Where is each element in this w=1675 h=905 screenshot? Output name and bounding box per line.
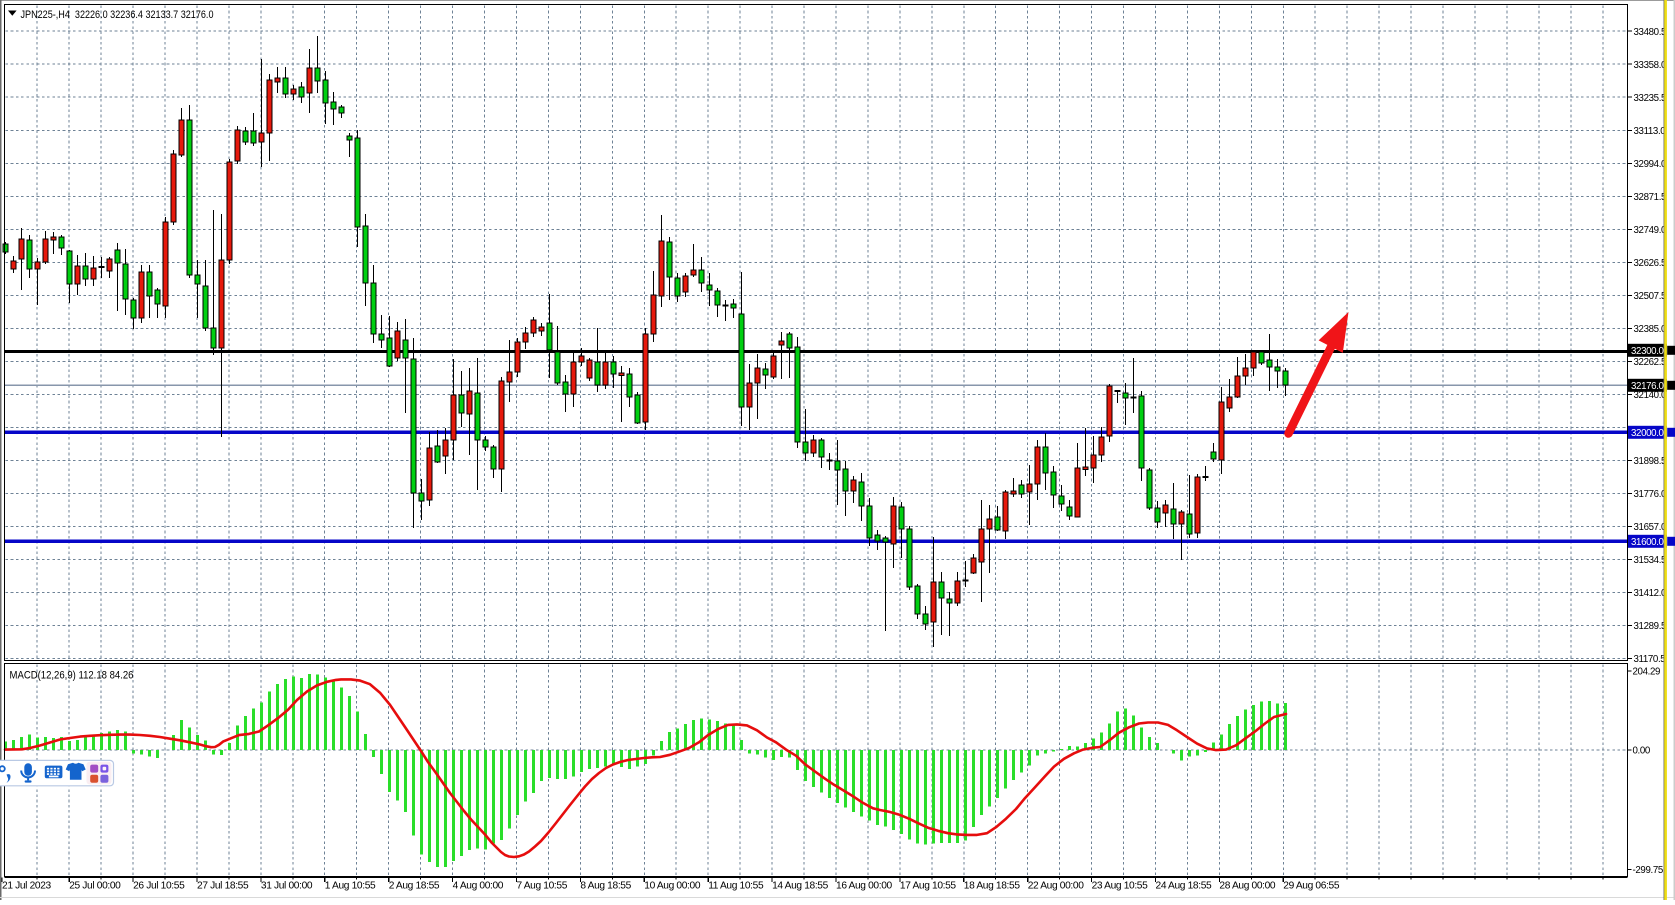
svg-text:31898.5: 31898.5 — [1634, 456, 1667, 467]
svg-text:31657.0: 31657.0 — [1634, 522, 1668, 533]
svg-text:10 Aug 00:00: 10 Aug 00:00 — [644, 881, 701, 892]
svg-text:31 Jul 00:00: 31 Jul 00:00 — [261, 881, 313, 892]
svg-text:22 Aug 00:00: 22 Aug 00:00 — [1028, 881, 1085, 892]
svg-text:17 Aug 10:55: 17 Aug 10:55 — [900, 881, 957, 892]
svg-text:33480.5: 33480.5 — [1634, 27, 1667, 38]
svg-text:24 Aug 18:55: 24 Aug 18:55 — [1156, 881, 1213, 892]
svg-text:23 Aug 10:55: 23 Aug 10:55 — [1092, 881, 1149, 892]
svg-text:32507.5: 32507.5 — [1634, 291, 1667, 302]
svg-text:33113.0: 33113.0 — [1634, 126, 1667, 137]
svg-text:32385.0: 32385.0 — [1634, 324, 1668, 335]
svg-text:31534.5: 31534.5 — [1634, 555, 1667, 566]
svg-text:32262.5: 32262.5 — [1634, 357, 1667, 368]
svg-text:31289.5: 31289.5 — [1634, 621, 1667, 632]
svg-text:7 Aug 10:55: 7 Aug 10:55 — [517, 881, 568, 892]
svg-text:-299.75: -299.75 — [1633, 865, 1663, 876]
svg-text:18 Aug 18:55: 18 Aug 18:55 — [964, 881, 1021, 892]
svg-text:204.29: 204.29 — [1633, 667, 1661, 678]
svg-text:MACD(12,26,9) 112.18 84.26: MACD(12,26,9) 112.18 84.26 — [10, 669, 134, 681]
svg-text:32626.5: 32626.5 — [1634, 258, 1667, 269]
svg-text:32176.0: 32176.0 — [1631, 381, 1665, 392]
svg-text:27 Jul 18:55: 27 Jul 18:55 — [197, 881, 249, 892]
svg-text:2 Aug 18:55: 2 Aug 18:55 — [389, 881, 440, 892]
svg-text:4 Aug 00:00: 4 Aug 00:00 — [453, 881, 504, 892]
svg-text:0.00: 0.00 — [1633, 746, 1651, 757]
svg-text:31170.5: 31170.5 — [1634, 654, 1666, 665]
svg-text:32000.0: 32000.0 — [1631, 428, 1665, 439]
svg-text:29 Aug 06:55: 29 Aug 06:55 — [1283, 881, 1340, 892]
svg-text:28 Aug 00:00: 28 Aug 00:00 — [1219, 881, 1276, 892]
svg-text:16 Aug 00:00: 16 Aug 00:00 — [836, 881, 893, 892]
svg-text:8 Aug 18:55: 8 Aug 18:55 — [580, 881, 631, 892]
svg-text:32300.0: 32300.0 — [1631, 346, 1665, 357]
svg-text:33235.5: 33235.5 — [1634, 93, 1667, 104]
svg-text:32749.0: 32749.0 — [1634, 225, 1668, 236]
svg-text:31776.0: 31776.0 — [1634, 489, 1668, 500]
svg-text:25 Jul 00:00: 25 Jul 00:00 — [69, 881, 121, 892]
svg-text:11 Aug 10:55: 11 Aug 10:55 — [708, 881, 764, 892]
svg-text:32994.0: 32994.0 — [1634, 159, 1668, 170]
svg-text:31412.0: 31412.0 — [1634, 588, 1668, 599]
svg-text:32140.0: 32140.0 — [1634, 390, 1668, 401]
svg-text:21 Jul 2023: 21 Jul 2023 — [2, 881, 52, 892]
svg-text:JPN225-,H4 32226.0 32236.4 32: JPN225-,H4 32226.0 32236.4 32133.7 32176… — [21, 9, 214, 21]
svg-text:26 Jul 10:55: 26 Jul 10:55 — [133, 881, 185, 892]
svg-text:1 Aug 10:55: 1 Aug 10:55 — [325, 881, 376, 892]
svg-text:33358.0: 33358.0 — [1634, 60, 1668, 71]
svg-text:31600.0: 31600.0 — [1631, 537, 1665, 548]
svg-text:32871.5: 32871.5 — [1634, 192, 1667, 203]
svg-text:14 Aug 18:55: 14 Aug 18:55 — [772, 881, 829, 892]
